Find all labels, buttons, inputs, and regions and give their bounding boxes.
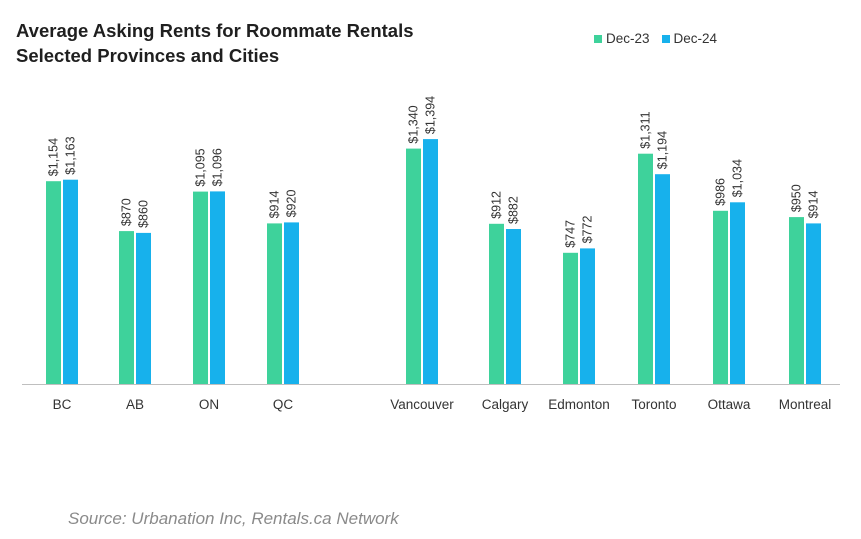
legend-swatch-dec-23 [594,34,602,43]
chart-title-line-2: Selected Provinces and Cities [16,45,280,66]
legend-item-dec-24: Dec-24 [661,31,718,46]
category-label-qc: QC [273,397,294,412]
data-label-ottawa-dec-23: $986 [714,178,728,206]
bar-toronto-dec-24 [655,174,670,384]
data-label-toronto-dec-23: $1,311 [639,111,653,148]
bar-bc-dec-23 [46,181,61,384]
bar-qc-dec-23 [267,223,282,384]
data-label-edmonton-dec-24: $772 [581,216,595,244]
data-label-calgary-dec-23: $912 [490,191,504,219]
bar-bc-dec-24 [63,179,78,384]
category-label-toronto: Toronto [631,397,676,412]
bar-calgary-dec-23 [489,223,504,384]
data-label-bc-dec-23: $1,154 [47,138,61,176]
category-label-calgary: Calgary [482,397,529,412]
bar-calgary-dec-24 [506,229,521,384]
legend-swatch-dec-24 [661,34,670,43]
data-label-edmonton-dec-23: $747 [564,220,578,248]
bar-montreal-dec-24 [806,223,821,384]
bar-ab-dec-24 [136,232,151,384]
bar-on-dec-24 [210,191,225,384]
category-label-ab: AB [126,397,144,412]
source-note: Source: Urbanation Inc, Rentals.ca Netwo… [68,509,399,528]
data-label-ottawa-dec-24: $1,034 [731,159,745,197]
bar-on-dec-23 [193,191,208,384]
bar-qc-dec-24 [284,222,299,384]
category-label-ottawa: Ottawa [708,397,751,412]
data-label-qc-dec-24: $920 [285,190,299,218]
chart-title: Average Asking Rents for Roommate Rental… [16,18,414,68]
category-label-on: ON [199,397,219,412]
data-label-vancouver-dec-24: $1,394 [424,96,438,134]
legend: Dec-23 Dec-24 [594,31,729,46]
category-label-edmonton: Edmonton [548,397,610,412]
bar-edmonton-dec-24 [580,248,595,384]
data-label-on-dec-24: $1,096 [211,148,225,186]
legend-item-dec-23: Dec-23 [594,31,650,46]
legend-label-dec-24: Dec-24 [673,31,718,46]
data-label-ab-dec-24: $860 [137,200,151,228]
data-label-qc-dec-23: $914 [268,191,282,219]
bar-ottawa-dec-24 [730,202,745,384]
data-label-bc-dec-24: $1,163 [64,136,78,174]
bar-vancouver-dec-23 [406,148,421,384]
bar-toronto-dec-23 [638,153,653,384]
data-label-montreal-dec-24: $914 [807,191,821,219]
data-label-calgary-dec-24: $882 [507,196,521,224]
chart-title-line-1: Average Asking Rents for Roommate Rental… [16,20,414,41]
data-label-on-dec-23: $1,095 [194,148,208,186]
bar-vancouver-dec-24 [423,139,438,384]
category-label-bc: BC [53,397,72,412]
category-label-vancouver: Vancouver [390,397,454,412]
category-label-montreal: Montreal [779,397,832,412]
data-label-ab-dec-23: $870 [120,198,134,226]
data-label-vancouver-dec-23: $1,340 [407,105,421,143]
legend-label-dec-23: Dec-23 [606,31,650,46]
bar-ab-dec-23 [119,231,134,384]
bar-montreal-dec-23 [789,217,804,384]
data-label-toronto-dec-24: $1,194 [656,131,670,169]
bar-edmonton-dec-23 [563,252,578,384]
data-label-montreal-dec-23: $950 [790,184,804,212]
bar-ottawa-dec-23 [713,210,728,384]
